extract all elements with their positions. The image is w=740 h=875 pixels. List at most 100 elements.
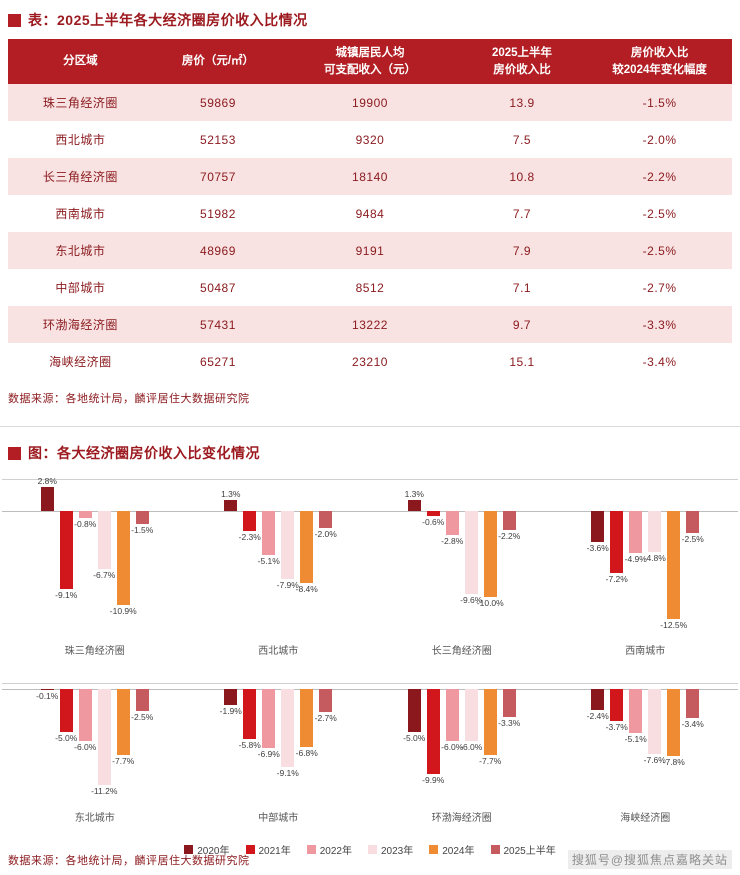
chart-plot: -3.6% -7.2% -4.9% -4.8% -12.5% -2.5%	[552, 479, 738, 632]
bar	[610, 511, 624, 574]
chart-zero-baseline	[369, 689, 555, 691]
bar-value-label: -0.6%	[422, 517, 445, 528]
bar-value-label: -5.8%	[238, 740, 261, 751]
table-cell: 中部城市	[55, 281, 106, 296]
bar-value-label: -6.7%	[93, 570, 116, 581]
red-square-marker	[8, 13, 21, 27]
bar-value-label: -7.7%	[112, 756, 135, 767]
table-cell: 51982	[200, 206, 236, 221]
mini-chart: -1.9% -5.8% -6.9% -9.1% -6.8% -2.7% 中部城市	[185, 683, 371, 824]
bar	[243, 511, 257, 532]
bar-value-label: -6.9%	[257, 749, 280, 760]
bar-value-label: -7.9%	[276, 580, 299, 591]
table-cell: 西南城市	[55, 207, 106, 222]
bar	[78, 689, 92, 742]
table-cell: -3.4%	[642, 354, 677, 369]
table-cell: 9.7	[512, 317, 532, 332]
legend-label: 2023年	[381, 846, 414, 858]
chart-zero-baseline	[2, 689, 188, 691]
bar-value-label: -3.3%	[498, 718, 521, 729]
legend-swatch	[368, 845, 377, 855]
col-header-price: 房价（元/㎡）	[152, 39, 284, 85]
table-source: 数据来源：各地统计局，麟评居住大数据研究院	[8, 393, 250, 406]
bar	[648, 511, 662, 553]
bar-value-label: -2.0%	[314, 529, 337, 540]
table-cell: 50487	[200, 280, 236, 295]
table-cell: 珠三角经济圈	[42, 96, 118, 111]
footer: 数据来源：各地统计局，麟评居住大数据研究院 搜狐号@搜狐焦点嘉略关站	[8, 850, 732, 869]
chart-zero-baseline	[185, 689, 371, 691]
bar	[262, 511, 276, 556]
legend-item: 2024年	[429, 842, 475, 858]
table-row: 环渤海经济圈 57431 13222 9.7 -3.3%	[8, 306, 732, 344]
bar	[407, 689, 421, 733]
chart-plot: -2.4% -3.7% -5.1% -7.6% -7.8% -3.4%	[552, 683, 738, 799]
col-header-ratio: 2025上半年 房价收入比	[456, 39, 588, 85]
table-cell: 海峡经济圈	[49, 355, 112, 370]
table-cell: 57431	[200, 317, 236, 332]
bar	[243, 689, 257, 740]
legend-label: 2021年	[258, 846, 291, 858]
chart-zero-baseline	[552, 689, 738, 691]
table-cell: -3.3%	[642, 317, 677, 332]
bar-value-label: -6.0%	[441, 742, 464, 753]
bar-value-label: 1.3%	[221, 489, 241, 500]
legend-item: 2025上半年	[490, 842, 556, 857]
bar-value-label: -11.2%	[91, 786, 118, 797]
table-section-header: 表：2025上半年各大经济圈房价收入比情况	[8, 10, 732, 30]
bar	[629, 689, 643, 734]
bar	[78, 511, 92, 519]
bar	[116, 511, 130, 606]
bar-value-label: -0.8%	[74, 519, 97, 530]
chart-gridline-top	[369, 479, 555, 481]
table-row: 西北城市 52153 9320 7.5 -2.0%	[8, 121, 732, 159]
legend-swatch	[490, 845, 500, 855]
legend-swatch	[306, 845, 316, 855]
bar	[591, 689, 605, 711]
bar	[483, 689, 497, 756]
chart-plot: -0.1% -5.0% -6.0% -11.2% -7.7% -2.5%	[2, 683, 188, 799]
chart-gridline-top	[552, 479, 738, 481]
mini-chart: -0.1% -5.0% -6.0% -11.2% -7.7% -2.5% 东北城市	[2, 683, 188, 824]
chart-zero-baseline	[185, 511, 371, 513]
bar-value-label: -0.1%	[36, 691, 59, 702]
bar-value-label: -7.8%	[662, 757, 685, 768]
col-header-change: 房价收入比较2024年变化幅度	[587, 39, 732, 85]
chart-gridline-top	[2, 683, 188, 685]
bar	[59, 511, 73, 590]
table-cell: 13.9	[509, 95, 535, 110]
bar-value-label: -9.6%	[460, 595, 483, 606]
legend-item: 2021年	[245, 842, 291, 858]
table-cell: 环渤海经济圈	[42, 318, 118, 333]
legend-label: 2024年	[442, 846, 475, 858]
table-cell: 59869	[200, 95, 236, 110]
chart-plot: 1.3% -2.3% -5.1% -7.9% -8.4% -2.0%	[185, 479, 371, 632]
charts-grid: 2.8% -9.1% -0.8% -6.7% -10.9% -1.5% 珠三角经济圈 1.3%…	[2, 476, 738, 825]
bar-value-label: -4.9%	[624, 554, 647, 565]
table-cell: 西北城市	[55, 133, 106, 148]
table-cell: -2.0%	[642, 132, 677, 147]
mini-chart: 2.8% -9.1% -0.8% -6.7% -10.9% -1.5% 珠三角经济圈	[2, 476, 188, 658]
mini-chart: -3.6% -7.2% -4.9% -4.8% -12.5% -2.5% 西南城市	[552, 479, 738, 657]
chart-gridline-top	[369, 683, 555, 685]
chart-region-label: 珠三角经济圈	[64, 646, 125, 658]
bar	[262, 689, 276, 749]
table-section-title: 表：2025上半年各大经济圈房价收入比情况	[28, 12, 308, 28]
bar-value-label: -6.0%	[74, 742, 97, 753]
chart-source: 数据来源：各地统计局，麟评居住大数据研究院	[8, 854, 250, 867]
header-line: 房价收入比	[630, 47, 689, 59]
bar	[686, 689, 700, 719]
table-cell: -2.2%	[642, 169, 677, 184]
bar-value-label: 2.8%	[37, 476, 57, 487]
bar-value-label: -9.1%	[55, 590, 78, 601]
table-row: 珠三角经济圈 59869 19900 13.9 -1.5%	[8, 84, 732, 122]
watermark: 搜狐号@搜狐焦点嘉略关站	[567, 850, 732, 869]
mini-chart: 1.3% -2.3% -5.1% -7.9% -8.4% -2.0% 西北城市	[185, 479, 371, 657]
red-square-marker	[8, 446, 21, 460]
table-cell: 48969	[200, 243, 236, 258]
chart-region-label: 环渤海经济圈	[431, 813, 492, 825]
table-cell: -2.5%	[642, 206, 677, 221]
header-line: 较2024年变化幅度	[612, 63, 707, 76]
bar-value-label: -2.3%	[238, 532, 261, 543]
bar	[610, 689, 624, 722]
